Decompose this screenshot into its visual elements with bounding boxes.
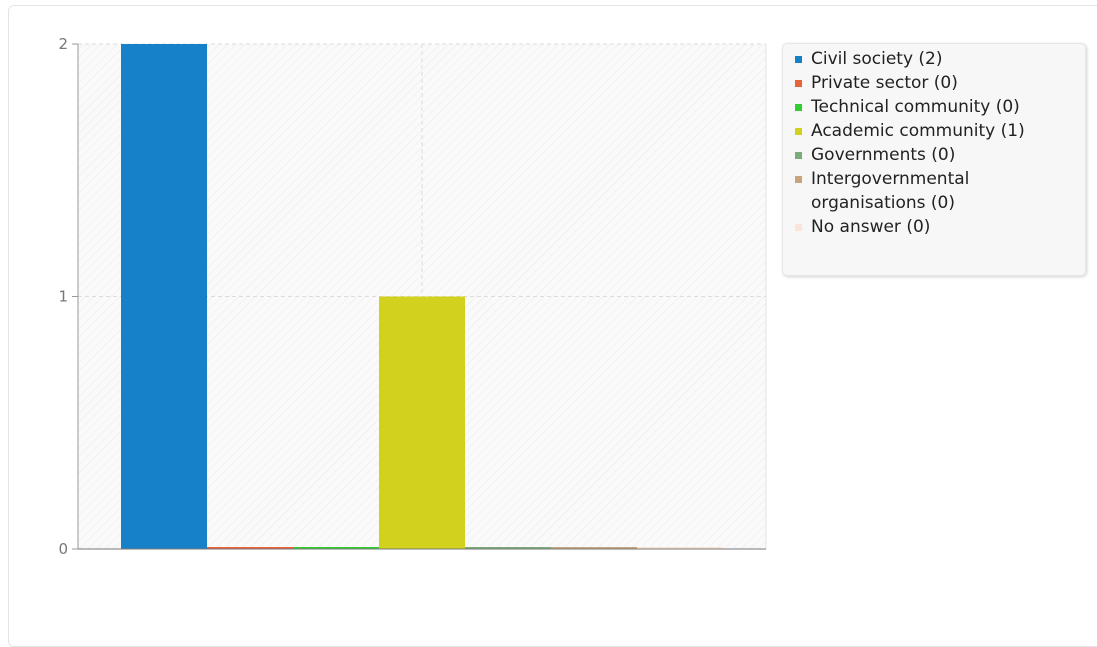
legend-label: Private sector (0) (811, 73, 958, 93)
bar-intergovernmental-organisations[interactable] (551, 547, 637, 549)
legend-swatch (795, 176, 802, 183)
legend-item[interactable]: Technical community (0) (795, 95, 1079, 119)
y-tick-labels: 0 1 2 (58, 35, 78, 558)
legend-swatch (795, 224, 802, 231)
y-tick-label: 2 (58, 35, 68, 53)
legend-item[interactable]: Private sector (0) (795, 71, 1079, 95)
bar-technical-community[interactable] (293, 547, 379, 549)
bar-private-sector[interactable] (207, 547, 293, 549)
legend-label: Civil society (2) (811, 49, 943, 69)
legend-item[interactable]: Intergovernmental organisations (0) (795, 167, 1079, 215)
y-tick-label: 0 (58, 540, 68, 558)
bar-governments[interactable] (465, 547, 551, 549)
legend-label: Technical community (0) (811, 97, 1020, 117)
chart-legend: Civil society (2) Private sector (0) Techn… (782, 43, 1086, 276)
legend-label: No answer (0) (811, 217, 931, 237)
legend-label: Academic community (1) (811, 121, 1025, 141)
bar-academic-community[interactable] (379, 296, 465, 550)
bar-civil-society[interactable] (121, 44, 207, 549)
bar-no-answer[interactable] (637, 547, 723, 549)
legend-label: Intergovernmental organisations (0) (811, 169, 970, 213)
y-tick-label: 1 (58, 288, 68, 306)
legend-swatch (795, 80, 802, 87)
bar-chart: 0 1 2 (58, 35, 767, 558)
legend-swatch (795, 104, 802, 111)
legend-swatch (795, 128, 802, 135)
legend-swatch (795, 56, 802, 63)
legend-item[interactable]: Academic community (1) (795, 119, 1079, 143)
legend-item[interactable]: Civil society (2) (795, 47, 1079, 71)
legend-swatch (795, 152, 802, 159)
bars (121, 44, 723, 549)
legend-item[interactable]: No answer (0) (795, 215, 1079, 239)
legend-label: Governments (0) (811, 145, 956, 165)
legend-item[interactable]: Governments (0) (795, 143, 1079, 167)
